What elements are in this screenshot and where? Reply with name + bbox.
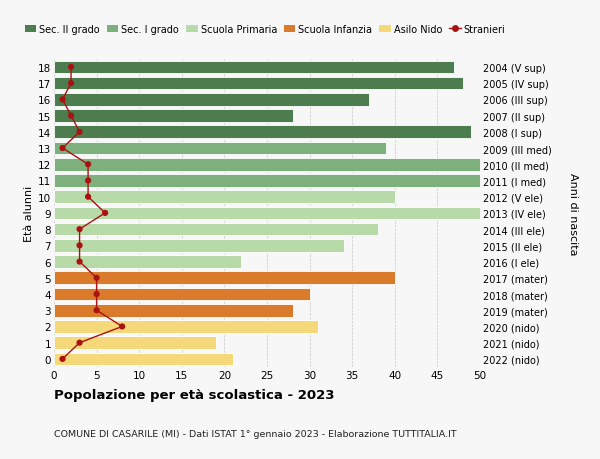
Point — [92, 307, 101, 314]
Point — [66, 64, 76, 72]
Point — [75, 129, 85, 136]
Y-axis label: Età alunni: Età alunni — [24, 185, 34, 241]
Bar — [54, 320, 318, 333]
Bar — [54, 158, 480, 171]
Bar — [54, 288, 310, 301]
Text: COMUNE DI CASARILE (MI) - Dati ISTAT 1° gennaio 2023 - Elaborazione TUTTITALIA.I: COMUNE DI CASARILE (MI) - Dati ISTAT 1° … — [54, 429, 457, 438]
Point — [118, 323, 127, 330]
Bar — [54, 256, 241, 269]
Y-axis label: Anni di nascita: Anni di nascita — [568, 172, 578, 255]
Bar — [54, 62, 454, 74]
Text: Popolazione per età scolastica - 2023: Popolazione per età scolastica - 2023 — [54, 388, 335, 401]
Point — [75, 258, 85, 266]
Point — [58, 355, 67, 363]
Bar — [54, 240, 344, 252]
Bar — [54, 78, 463, 90]
Point — [83, 161, 93, 168]
Point — [92, 291, 101, 298]
Point — [66, 80, 76, 88]
Point — [75, 242, 85, 250]
Point — [100, 210, 110, 217]
Point — [58, 96, 67, 104]
Point — [83, 194, 93, 201]
Bar — [54, 304, 293, 317]
Bar — [54, 353, 233, 365]
Bar — [54, 191, 395, 203]
Bar — [54, 94, 369, 106]
Bar — [54, 142, 386, 155]
Legend: Sec. II grado, Sec. I grado, Scuola Primaria, Scuola Infanzia, Asilo Nido, Stran: Sec. II grado, Sec. I grado, Scuola Prim… — [25, 24, 505, 34]
Point — [58, 145, 67, 152]
Point — [83, 177, 93, 185]
Point — [75, 226, 85, 233]
Bar — [54, 272, 395, 285]
Bar — [54, 126, 472, 139]
Bar — [54, 224, 378, 236]
Bar — [54, 175, 480, 187]
Point — [92, 274, 101, 282]
Bar — [54, 110, 293, 123]
Bar — [54, 336, 216, 349]
Point — [75, 339, 85, 347]
Bar — [54, 207, 480, 220]
Point — [66, 112, 76, 120]
